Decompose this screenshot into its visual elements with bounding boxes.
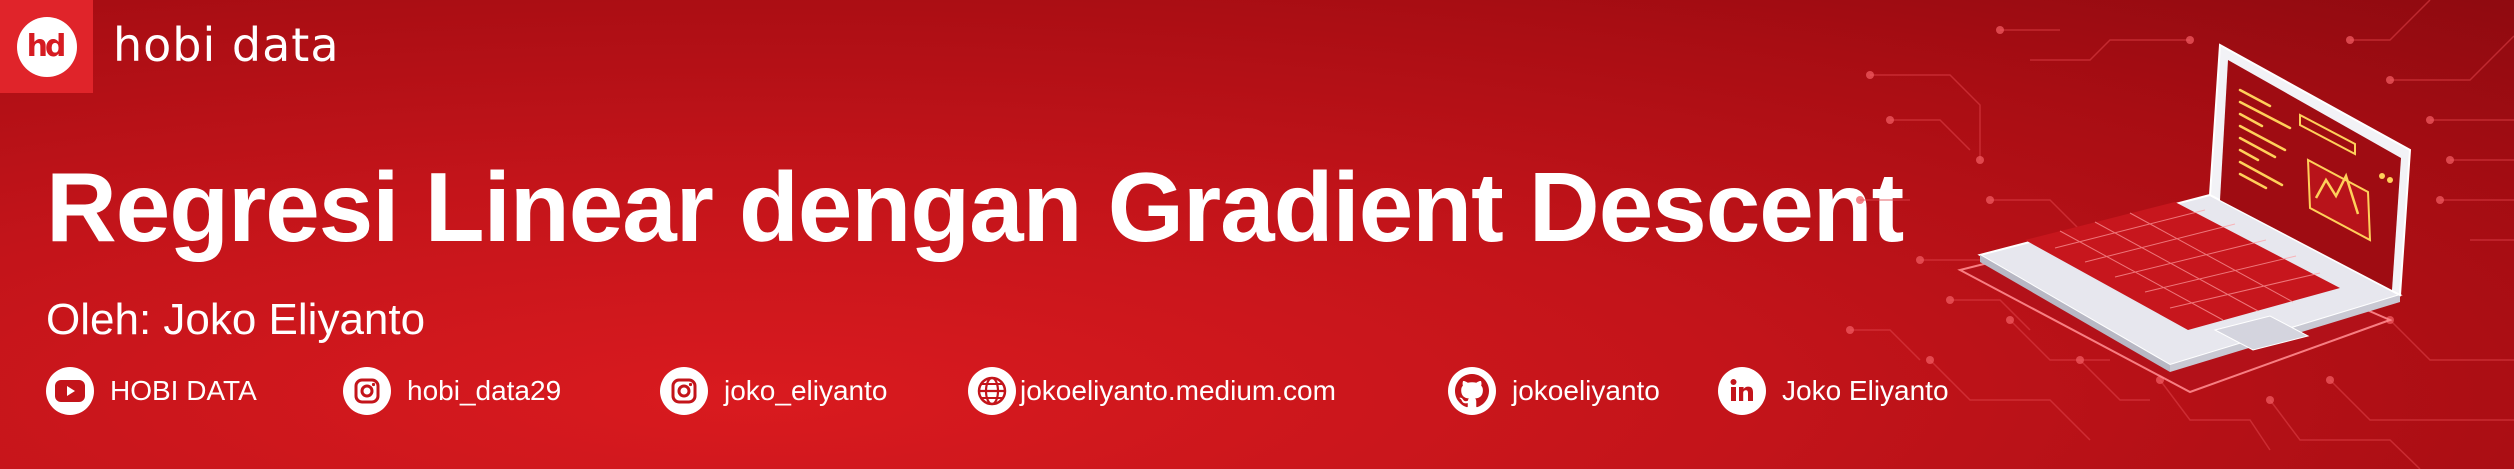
social-website[interactable]: jokoeliyanto.medium.com bbox=[968, 367, 1336, 415]
logo: hd bbox=[0, 0, 93, 93]
social-label: Joko Eliyanto bbox=[1782, 375, 1949, 406]
social-youtube[interactable]: HOBI DATA bbox=[46, 367, 257, 415]
social-label: hobi_data29 bbox=[407, 375, 562, 406]
social-instagram-hobi[interactable]: hobi_data29 bbox=[343, 367, 561, 415]
github-icon bbox=[1448, 367, 1496, 415]
social-instagram-joko[interactable]: joko_eliyanto bbox=[660, 367, 887, 415]
social-linkedin[interactable]: Joko Eliyanto bbox=[1718, 367, 1949, 415]
globe-icon bbox=[968, 367, 1016, 415]
social-label: jokoeliyanto.medium.com bbox=[1020, 375, 1336, 406]
linkedin-icon bbox=[1718, 367, 1766, 415]
social-label: HOBI DATA bbox=[110, 375, 257, 406]
instagram-icon bbox=[660, 367, 708, 415]
social-label: joko_eliyanto bbox=[724, 375, 888, 406]
laptop-illustration bbox=[1846, 0, 2514, 469]
social-github[interactable]: jokoeliyanto bbox=[1448, 367, 1660, 415]
author-line: Oleh: Joko Eliyanto bbox=[46, 295, 426, 344]
social-label: jokoeliyanto bbox=[1512, 375, 1660, 406]
youtube-icon bbox=[46, 367, 94, 415]
instagram-icon bbox=[343, 367, 391, 415]
page-title: Regresi Linear dengan Gradient Descent bbox=[46, 152, 1904, 262]
brand-name: hobi data bbox=[113, 18, 340, 72]
logo-text: hd bbox=[26, 29, 67, 64]
logo-mark: hd bbox=[16, 16, 77, 77]
